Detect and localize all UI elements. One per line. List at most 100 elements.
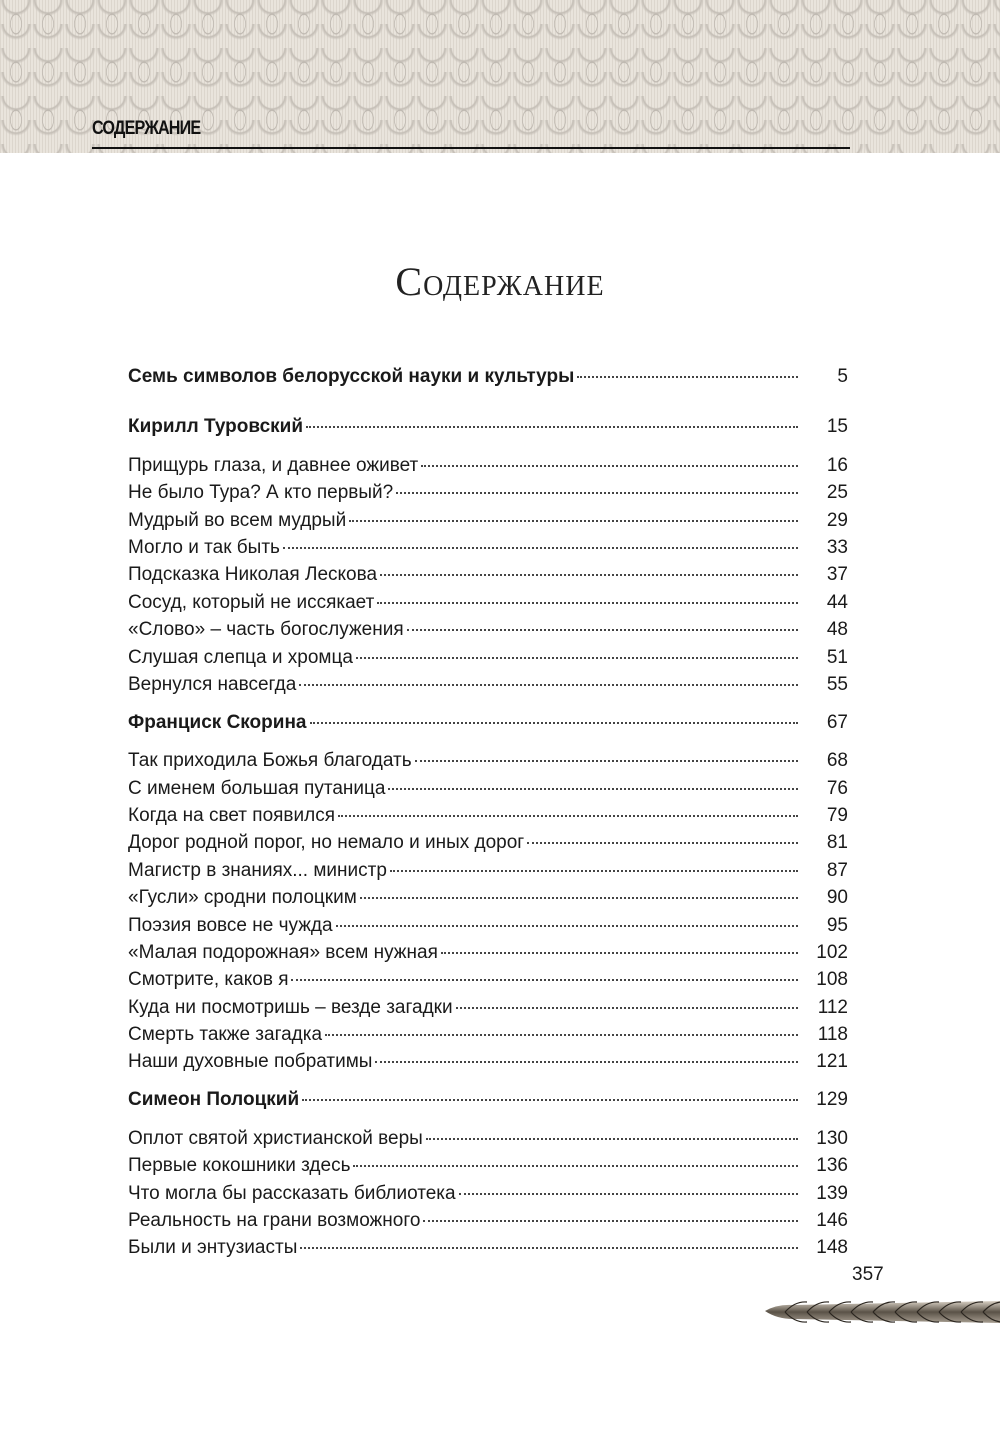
toc-entry: Не было Тура? А кто первый? 25	[128, 482, 848, 509]
toc-entry: Слушая слепца и хромца 51	[128, 647, 848, 674]
dot-leader	[359, 897, 798, 900]
toc-section: Семь символов белорусской науки и культу…	[128, 366, 848, 393]
toc-entry: Могло и так быть 33	[128, 537, 848, 564]
toc-entry-title: Могло и так быть	[128, 536, 280, 558]
toc-entry: Так приходила Божья благодать 68	[128, 750, 848, 777]
toc-page-number: 29	[826, 509, 848, 531]
toc-entry-title: С именем большая путаница	[128, 777, 386, 799]
toc-page-number: 108	[816, 969, 848, 991]
toc-entry-title: Слушая слепца и хромца	[128, 646, 353, 668]
toc-entry-title: Подсказка Николая Лескова	[128, 564, 378, 586]
toc-entry-title: Наши духовные побратимы	[128, 1051, 373, 1073]
toc-entry-title: Первые кокошники здесь	[128, 1155, 351, 1177]
dot-leader	[423, 1219, 798, 1222]
dot-leader	[421, 464, 798, 467]
dot-leader	[309, 721, 798, 724]
dot-leader	[388, 787, 798, 790]
toc-entry-title: Оплот святой христианской веры	[128, 1127, 423, 1149]
toc-page-number: 112	[817, 996, 848, 1018]
wheat-grain	[938, 1301, 962, 1323]
toc-page-number: 129	[816, 1089, 848, 1111]
toc-entry-title: Прищурь глаза, и давнее оживет	[128, 454, 419, 476]
toc-entry-title: Смерть также загадка	[128, 1024, 323, 1046]
toc-page-number: 76	[826, 777, 848, 799]
wheat-grain	[784, 1301, 808, 1323]
toc-page-number: 55	[826, 673, 848, 695]
dot-leader	[440, 951, 798, 954]
wheat-grain	[872, 1301, 896, 1323]
toc-entry: Наши духовные побратимы 121	[128, 1051, 848, 1078]
toc-page-number: 148	[816, 1237, 848, 1259]
toc-page-number: 25	[826, 482, 848, 504]
dot-leader	[338, 814, 798, 817]
toc-section: Кирилл Туровский 15	[128, 416, 848, 443]
toc-entry-title: «Гусли» сродни полоцким	[128, 887, 357, 909]
wheat-grain	[828, 1301, 852, 1323]
toc-page-number: 67	[826, 711, 848, 733]
dot-leader	[455, 1006, 798, 1009]
dot-leader	[282, 546, 798, 549]
toc-page-number: 102	[816, 941, 848, 963]
toc-page-number: 44	[826, 591, 848, 613]
wheat-grain	[894, 1301, 918, 1323]
toc-entry-title: Симеон Полоцкий	[128, 1089, 300, 1111]
toc-page-number: 87	[826, 859, 848, 881]
toc-entry-title: Были и энтузиасты	[128, 1237, 298, 1259]
wheat-grain	[982, 1301, 1000, 1323]
toc-page-number: 81	[826, 832, 848, 854]
toc-entry-title: Сосуд, который не иссякает	[128, 591, 375, 613]
running-header: СОДЕРЖАНИЕ	[92, 118, 201, 139]
dot-leader	[380, 574, 798, 577]
dot-leader	[577, 376, 798, 378]
toc-entry: Когда на свет появился 79	[128, 805, 848, 832]
decorative-header-band	[0, 0, 1000, 153]
toc-page-number: 90	[826, 887, 848, 909]
toc-page-number: 16	[826, 454, 848, 476]
dot-leader	[302, 1099, 798, 1102]
toc-entry: С именем большая путаница 76	[128, 778, 848, 805]
toc-entry: Реальность на грани возможного 146	[128, 1210, 848, 1237]
dot-leader	[414, 760, 798, 763]
wheat-grain	[960, 1301, 984, 1323]
toc-page-number: 95	[826, 914, 848, 936]
toc-entry: Мудрый во всем мудрый 29	[128, 510, 848, 537]
toc-entry-title: Дорог родной порог, но немало и иных дор…	[128, 832, 525, 854]
toc-entry: Куда ни посмотришь – везде загадки 112	[128, 997, 848, 1024]
dot-leader	[406, 629, 798, 632]
toc-entry: Смерть также загадка 118	[128, 1024, 848, 1051]
toc-entry-title: Так приходила Божья благодать	[128, 750, 412, 772]
dot-leader	[291, 979, 798, 982]
toc-page-number: 51	[826, 646, 848, 668]
toc-entry-title: Семь символов белорусской науки и культу…	[128, 366, 575, 387]
toc-page-number: 121	[816, 1051, 848, 1073]
dot-leader	[299, 683, 798, 686]
toc-entry: Смотрите, каков я 108	[128, 969, 848, 996]
toc-entry: «Слово» – часть богослужения 48	[128, 619, 848, 646]
dot-leader	[325, 1034, 798, 1037]
dot-leader	[527, 842, 798, 845]
toc-page-number: 79	[826, 804, 848, 826]
toc-section: Франциск Скорина 67	[128, 712, 848, 739]
wheat-grain	[850, 1301, 874, 1323]
dot-leader	[300, 1247, 798, 1250]
toc-entry: Первые кокошники здесь 136	[128, 1155, 848, 1182]
toc-entry-title: Реальность на грани возможного	[128, 1209, 421, 1231]
toc-entry-title: Магистр в знаниях... министр	[128, 859, 387, 881]
toc-entry: Сосуд, который не иссякает 44	[128, 592, 848, 619]
toc-entry-title: Когда на свет появился	[128, 804, 336, 826]
toc-section: Симеон Полоцкий 129	[128, 1089, 848, 1116]
toc-entry: Магистр в знаниях... министр 87	[128, 860, 848, 887]
toc-page-number: 37	[826, 564, 848, 586]
wheat-grain	[916, 1301, 940, 1323]
toc-page-number: 118	[817, 1024, 848, 1046]
dot-leader	[306, 426, 798, 429]
toc-entry-title: Что могла бы рассказать библиотека	[128, 1182, 456, 1204]
toc-page-number: 15	[826, 416, 848, 438]
dot-leader	[425, 1137, 798, 1140]
dot-leader	[458, 1192, 798, 1195]
wheat-ear-ornament	[765, 1301, 1000, 1323]
toc-entry-title: Смотрите, каков я	[128, 969, 289, 991]
toc-entry-title: Кирилл Туровский	[128, 416, 304, 438]
dot-leader	[335, 924, 798, 927]
page-title: Содержание	[395, 259, 605, 304]
